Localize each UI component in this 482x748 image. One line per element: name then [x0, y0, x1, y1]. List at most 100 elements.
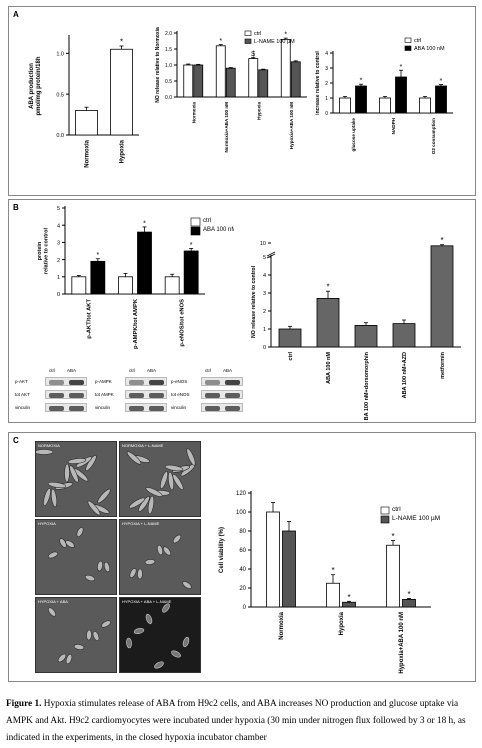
y-tick-label: 2 [325, 81, 328, 87]
category-label: O2 consumption [431, 118, 436, 154]
category-label: glucose uptake [351, 118, 356, 152]
blot-strip [45, 403, 87, 412]
bar [395, 76, 407, 114]
bar [342, 601, 356, 608]
panel-c-label: C [13, 436, 19, 445]
blot-strip [45, 390, 87, 399]
cell-shape [73, 644, 85, 650]
significance-marker: * [143, 220, 146, 227]
legend-label: ABA 100 nM [414, 46, 445, 52]
legend-label: ctrl [392, 506, 401, 513]
significance-marker: * [326, 283, 329, 292]
micrograph: HYPOXIA [35, 519, 117, 595]
category-label: p-eNOS/tot eNOS [180, 299, 186, 347]
panel-a: A 0.0 0.5 1.0 ABA production pmol/mg protein… [8, 6, 476, 196]
micrograph: NORMOXIA [35, 441, 117, 517]
y-tick-label: 1 [263, 327, 266, 333]
blot-band [149, 393, 164, 398]
cell-shape [182, 581, 192, 589]
blot-band [225, 393, 240, 398]
significance-marker: $ [251, 51, 255, 58]
bar [193, 64, 204, 98]
chart-no-release-inhibitors: 0 1 2 3 4 5 10 NO release relative to control ct… [251, 236, 461, 420]
cell-shape [65, 540, 75, 548]
category-label: Normoxia [279, 611, 285, 639]
y-tick-label: 4 [263, 273, 266, 279]
y-axis-label: increase relative to control [315, 51, 321, 115]
blot-lane-label: ctrl [205, 368, 211, 373]
micrograph-label: HYPOXIA + L-NAME [122, 521, 160, 526]
blot-row-label: vinculin [95, 405, 111, 410]
blot-lane-label: ABA [147, 368, 157, 373]
bar [183, 250, 199, 295]
micrograph-cells [126, 603, 190, 669]
cell-shape [97, 488, 111, 504]
micrograph-label: NORMOXIA [38, 443, 60, 448]
significance-marker: * [391, 532, 394, 541]
blot-band [69, 406, 84, 411]
micrograph-cells [47, 527, 111, 582]
y-tick-label: 10 [260, 241, 266, 247]
micrograph: HYPOXIA + ABA + L-NAME [119, 597, 201, 673]
y-tick-label: 100 [236, 510, 247, 516]
bar [183, 64, 194, 98]
significance-marker: * [440, 236, 443, 245]
cell-shape [48, 607, 56, 617]
y-tick-label: 3 [57, 241, 60, 247]
cell-shape [69, 465, 79, 483]
legend-label: ctrl [203, 218, 211, 224]
western-blots: ctrl ABA p-AKT tot AKT vinculin ctrl ABA p-AMPK… [9, 360, 249, 420]
bar [258, 69, 269, 98]
y-tick-label: 0 [243, 605, 247, 611]
cell-shape [65, 653, 73, 665]
cell-shape [92, 630, 100, 642]
cell-shape [97, 560, 103, 572]
y-axis-label: pmol/mg protein/18h [36, 56, 42, 115]
cell-shape [126, 637, 132, 649]
y-tick-label: 5 [57, 206, 60, 212]
blot-band [129, 406, 144, 411]
chart-no-release-normoxia: 0.0 0.5 1.0 1.5 2.0 NO release relative to No… [155, 27, 307, 153]
significance-marker: * [284, 32, 287, 39]
category-label: metformin [440, 351, 446, 379]
cell-shape [144, 559, 156, 565]
cell-shape [133, 628, 145, 634]
cell-shape [87, 500, 101, 516]
bar [402, 599, 416, 608]
blot-band [69, 380, 84, 385]
y-axis-label: ABA production [29, 63, 35, 109]
y-tick-label: 0.5 [56, 92, 64, 98]
cell-shape [129, 568, 137, 578]
legend-label: L-NAME 100 µM [392, 515, 440, 522]
bar [339, 97, 351, 114]
blot-band [49, 380, 64, 385]
bar [137, 231, 152, 295]
cell-shape [101, 620, 111, 628]
y-tick-label: 3 [325, 66, 328, 72]
y-tick-label: 1.0 [165, 63, 172, 69]
y-tick-label: 0.5 [165, 79, 172, 85]
micrograph: HYPOXIA + L-NAME [119, 519, 201, 595]
legend-label: ctrl [254, 31, 261, 37]
significance-marker: * [219, 38, 222, 45]
y-tick-label: 0.0 [165, 95, 172, 101]
legend-label: L-NAME 100 µM [254, 39, 295, 45]
blot-strip [125, 377, 167, 386]
blot-lane-label: ABA [223, 368, 233, 373]
cell-shape [145, 487, 163, 497]
blot-band [205, 380, 220, 385]
cell-shape [67, 457, 87, 465]
cell-shape [145, 613, 153, 625]
y-tick-label: 0 [57, 292, 60, 298]
cell-shape [103, 561, 111, 573]
micrograph-cells [129, 534, 192, 589]
panel-b-label: B [13, 203, 19, 212]
figure-caption: Figure 1. Hypoxia stimulates release of … [6, 696, 478, 747]
bar [225, 67, 236, 98]
panel-a-label: A [13, 10, 19, 19]
micrograph-label: NORMOXIA + L-NAME [122, 443, 164, 448]
cell-shape [171, 650, 181, 658]
cell-shape [182, 636, 190, 648]
blot-lane-label: ABA [67, 368, 77, 373]
blot-lane-label: ctrl [129, 368, 135, 373]
